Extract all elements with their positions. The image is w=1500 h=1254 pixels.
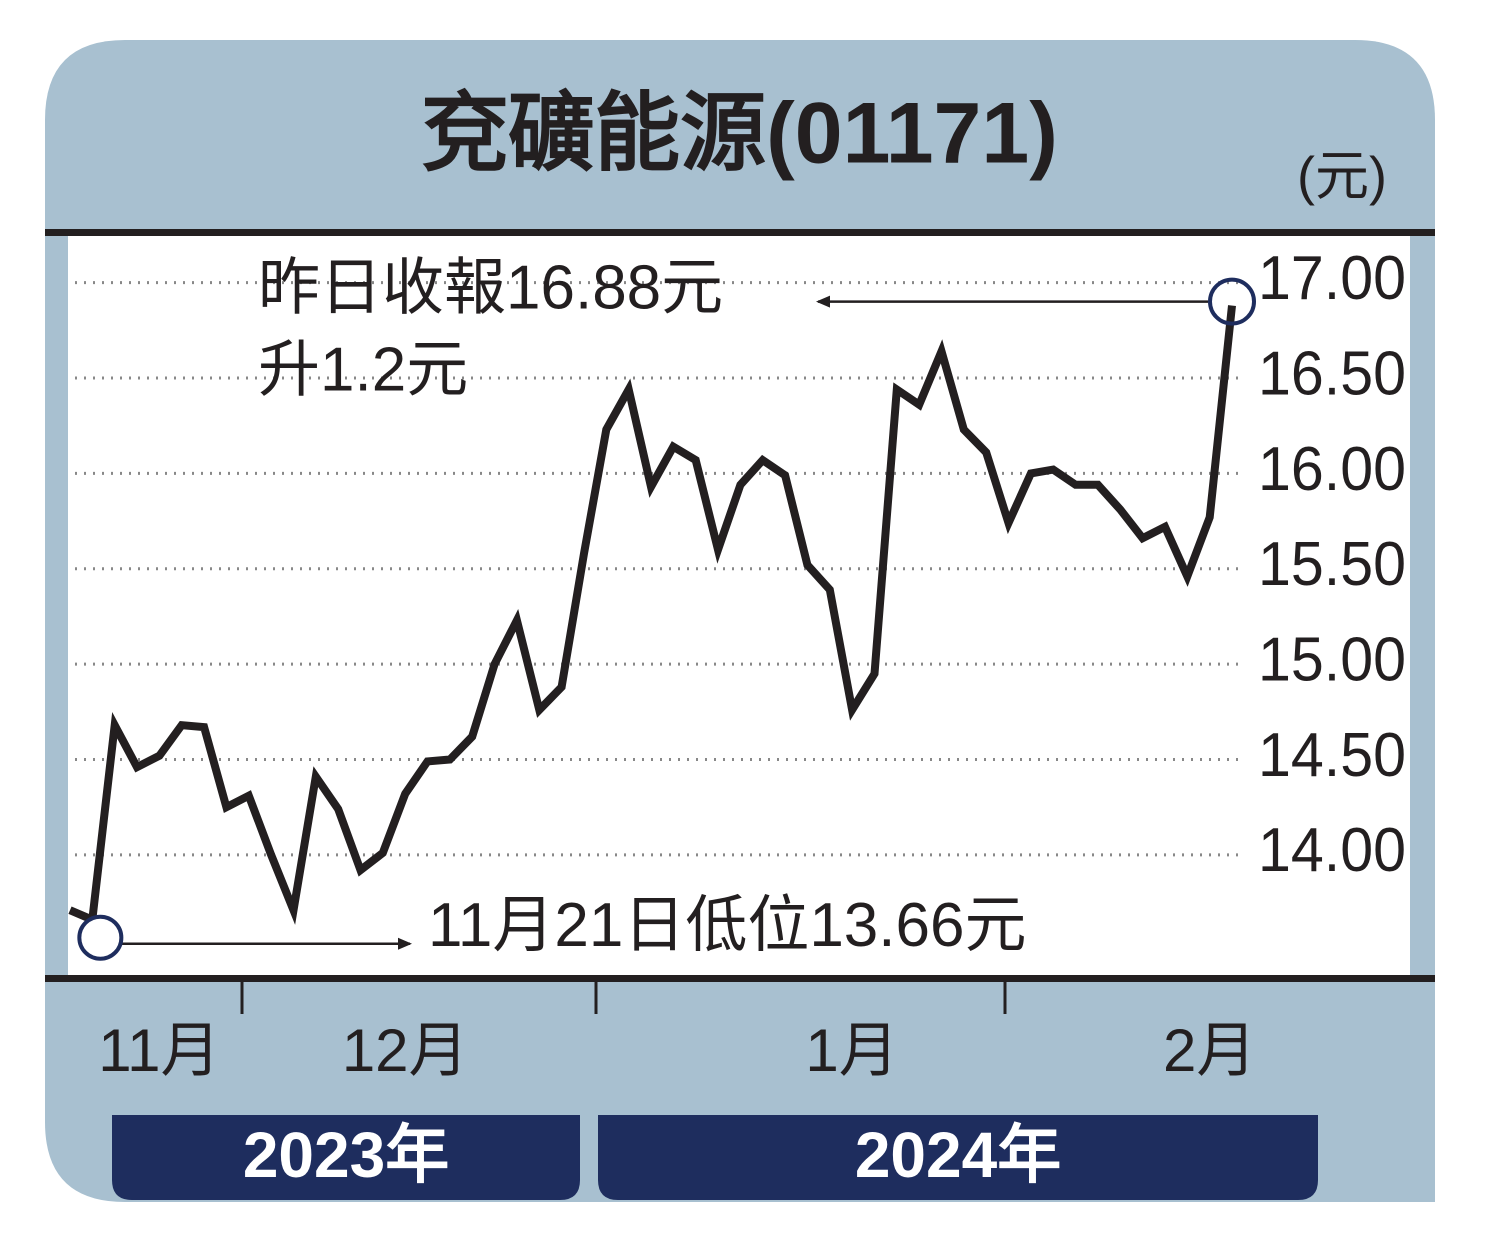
y-unit: (元) xyxy=(1297,146,1387,206)
y-tick-label: 14.00 xyxy=(1258,816,1406,885)
annotation: 升1.2元 xyxy=(258,335,468,404)
y-tick-label: 14.50 xyxy=(1258,721,1406,790)
annotation: 11月21日低位13.66元 xyxy=(428,891,1026,960)
x-tick-label: 12月 xyxy=(342,1017,469,1084)
year-band xyxy=(598,1115,1318,1200)
year-label: 2024年 xyxy=(855,1119,1061,1191)
y-tick-label: 16.00 xyxy=(1258,435,1406,504)
arrow-head xyxy=(816,295,830,308)
x-tick-label: 2月 xyxy=(1163,1017,1256,1084)
marker xyxy=(77,914,124,961)
y-tick-label: 17.00 xyxy=(1258,244,1406,313)
year-band xyxy=(112,1115,580,1200)
top-rule xyxy=(45,229,1435,236)
year-label: 2023年 xyxy=(243,1119,449,1191)
y-tick-label: 15.50 xyxy=(1258,530,1406,599)
bottom-rule xyxy=(45,975,1435,982)
x-tick-label: 11月 xyxy=(98,1017,220,1084)
y-tick-label: 15.00 xyxy=(1258,625,1406,694)
chart-title: 兗礦能源(01171) xyxy=(422,86,1058,182)
marker xyxy=(1208,277,1256,326)
x-tick-label: 1月 xyxy=(805,1017,898,1084)
arrow-head xyxy=(398,937,412,950)
price-line xyxy=(68,305,1236,926)
annotation: 昨日收報16.88元 xyxy=(258,253,723,322)
y-tick-label: 16.50 xyxy=(1258,339,1406,408)
